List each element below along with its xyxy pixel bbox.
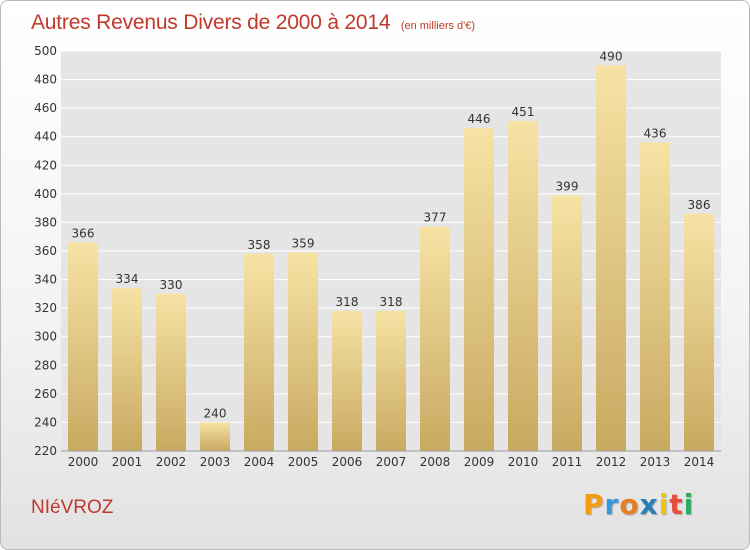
y-tick-label: 400 <box>34 187 57 201</box>
bar <box>112 288 142 451</box>
y-tick-label: 420 <box>34 158 57 172</box>
bar-value-label: 240 <box>204 406 227 420</box>
bar <box>156 293 186 451</box>
bar-value-label: 366 <box>72 226 95 240</box>
bar-value-label: 318 <box>336 295 359 309</box>
x-tick-label: 2001 <box>112 455 143 469</box>
y-tick-label: 380 <box>34 215 57 229</box>
y-tick-label: 460 <box>34 101 57 115</box>
x-tick-label: 2005 <box>288 455 319 469</box>
y-tick-label: 300 <box>34 330 57 344</box>
bar <box>420 226 450 451</box>
bar-value-label: 446 <box>468 112 491 126</box>
y-tick-label: 320 <box>34 301 57 315</box>
bar-value-label: 358 <box>248 238 271 252</box>
x-tick-label: 2013 <box>640 455 671 469</box>
y-tick-label: 500 <box>34 44 57 58</box>
bar-value-label: 451 <box>512 105 535 119</box>
x-tick-label: 2012 <box>596 455 627 469</box>
bar-value-label: 377 <box>424 211 447 225</box>
logo-letter: t <box>669 488 684 521</box>
x-tick-label: 2010 <box>508 455 539 469</box>
y-tick-label: 260 <box>34 387 57 401</box>
y-tick-label: 360 <box>34 244 57 258</box>
proxiti-logo: Proxiti <box>583 488 694 521</box>
logo-letter: i <box>683 488 695 521</box>
chart-subtitle: (en milliers d'€) <box>400 20 476 32</box>
y-tick-label: 240 <box>34 415 57 429</box>
x-tick-label: 2007 <box>376 455 407 469</box>
bar <box>640 142 670 451</box>
bar-value-label: 318 <box>380 295 403 309</box>
title-row: Autres Revenus Divers de 2000 à 2014 (en… <box>31 11 475 35</box>
x-tick-label: 2004 <box>244 455 275 469</box>
logo-letter: o <box>619 488 640 521</box>
bar <box>200 422 230 451</box>
bar <box>68 242 98 451</box>
bar-value-label: 490 <box>600 49 623 63</box>
x-tick-label: 2009 <box>464 455 495 469</box>
x-tick-label: 2011 <box>552 455 583 469</box>
bar-value-label: 436 <box>644 126 667 140</box>
bar <box>464 128 494 451</box>
bar <box>508 121 538 451</box>
logo-letter: r <box>604 488 620 521</box>
y-tick-label: 480 <box>34 73 57 87</box>
bar <box>684 213 714 451</box>
y-tick-label: 220 <box>34 444 57 458</box>
logo-letter: x <box>639 488 659 521</box>
logo-letter: P <box>583 488 605 521</box>
commune-name: NIéVROZ <box>31 497 114 518</box>
bar <box>288 252 318 451</box>
chart-title: Autres Revenus Divers de 2000 à 2014 <box>31 11 391 34</box>
y-tick-label: 280 <box>34 358 57 372</box>
x-tick-label: 2008 <box>420 455 451 469</box>
bar <box>552 195 582 451</box>
bar-value-label: 334 <box>116 272 139 286</box>
x-tick-label: 2000 <box>68 455 99 469</box>
x-tick-label: 2003 <box>200 455 231 469</box>
bar <box>376 311 406 451</box>
bar-value-label: 359 <box>292 236 315 250</box>
bar-value-label: 330 <box>160 278 183 292</box>
bar-value-label: 386 <box>688 198 711 212</box>
bar <box>244 253 274 451</box>
x-tick-label: 2006 <box>332 455 363 469</box>
bar <box>596 65 626 452</box>
x-tick-label: 2002 <box>156 455 187 469</box>
x-tick-label: 2014 <box>684 455 715 469</box>
y-tick-label: 440 <box>34 130 57 144</box>
bar <box>332 311 362 451</box>
bar-value-label: 399 <box>556 179 579 193</box>
y-tick-label: 340 <box>34 273 57 287</box>
logo-letter: i <box>658 488 670 521</box>
